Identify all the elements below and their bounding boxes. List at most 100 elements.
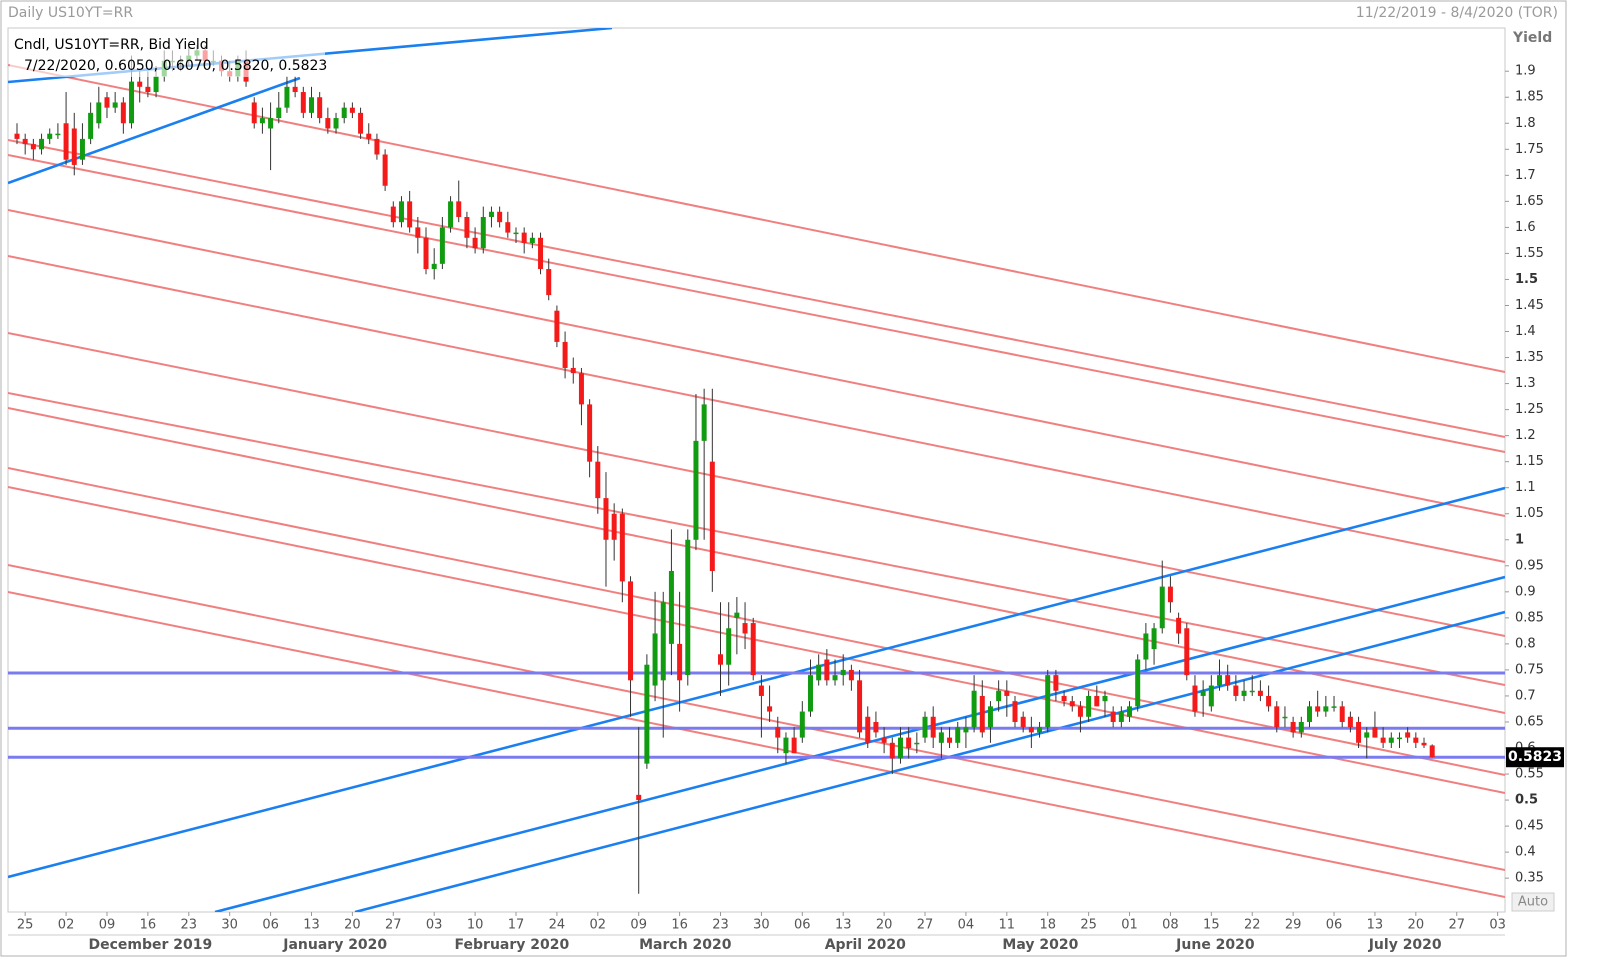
candle-body bbox=[840, 669, 846, 676]
date-range: 11/22/2019 - 8/4/2020 (TOR) bbox=[1356, 5, 1558, 21]
candle-body bbox=[783, 737, 789, 754]
y-tick-label: 1.4 bbox=[1515, 324, 1536, 339]
y-tick-label: 0.45 bbox=[1515, 819, 1544, 834]
candle-body bbox=[554, 310, 560, 342]
candle-body bbox=[276, 107, 282, 119]
y-tick-label: 1.55 bbox=[1515, 246, 1544, 261]
x-tick-label: 04 bbox=[958, 918, 975, 933]
candle-body bbox=[587, 404, 593, 462]
y-tick-label: 1 bbox=[1515, 532, 1524, 547]
x-tick-label: 30 bbox=[753, 918, 770, 933]
y-tick-label: 1.3 bbox=[1515, 376, 1536, 391]
candle-body bbox=[955, 727, 961, 743]
candle-body bbox=[1045, 675, 1051, 728]
x-tick-label: 10 bbox=[467, 918, 484, 933]
x-tick-label: 18 bbox=[1039, 918, 1056, 933]
candle-body bbox=[578, 373, 584, 405]
x-tick-label: 11 bbox=[999, 918, 1016, 933]
x-tick-label: 20 bbox=[1408, 918, 1425, 933]
legend: Cndl, US10YT=RR, Bid Yield bbox=[14, 37, 209, 53]
scale-mode-label: Auto bbox=[1518, 895, 1548, 910]
candle-body bbox=[358, 112, 364, 134]
candle-body bbox=[1069, 701, 1075, 707]
y-tick-label: 1.85 bbox=[1515, 90, 1544, 105]
x-tick-label: 27 bbox=[1448, 918, 1465, 933]
candle-body bbox=[513, 232, 519, 235]
candle-body bbox=[39, 138, 45, 150]
candle-body bbox=[472, 237, 478, 249]
trend-line bbox=[8, 255, 1505, 563]
axes: 0.350.40.450.50.550.60.650.70.750.80.850… bbox=[17, 64, 1564, 953]
y-tick-label: 1.7 bbox=[1515, 168, 1536, 183]
month-label: April 2020 bbox=[825, 937, 906, 953]
candle-body bbox=[71, 128, 77, 165]
candle-body bbox=[889, 742, 895, 759]
y-tick-label: 1.9 bbox=[1515, 64, 1536, 79]
levels bbox=[8, 671, 1505, 759]
month-label: June 2020 bbox=[1175, 937, 1255, 953]
channel-line bbox=[354, 610, 1505, 912]
candle-body bbox=[930, 716, 936, 738]
candle-body bbox=[88, 112, 94, 139]
candle-body bbox=[268, 118, 274, 129]
frame bbox=[0, 0, 1567, 957]
candle-body bbox=[701, 404, 707, 441]
month-label: May 2020 bbox=[1002, 937, 1078, 953]
candle-body bbox=[96, 102, 102, 124]
y-tick-label: 1.65 bbox=[1515, 194, 1544, 209]
candle-body bbox=[824, 659, 830, 681]
candle-body bbox=[996, 690, 1002, 702]
candle-body bbox=[1315, 706, 1321, 712]
candle-body bbox=[521, 232, 527, 244]
channel-line bbox=[8, 486, 1505, 879]
trend-line bbox=[8, 392, 1505, 686]
candle-body bbox=[947, 737, 953, 743]
candle-body bbox=[415, 227, 421, 238]
candle-body bbox=[1118, 711, 1124, 722]
candle-body bbox=[47, 133, 53, 139]
candle-body bbox=[1356, 721, 1362, 743]
candle-body bbox=[1413, 737, 1419, 743]
candle-body bbox=[505, 222, 511, 233]
candle-body bbox=[423, 237, 429, 270]
y-tick-label: 1.35 bbox=[1515, 350, 1544, 365]
candle-body bbox=[881, 737, 887, 743]
x-tick-label: 20 bbox=[876, 918, 893, 933]
candle-body bbox=[333, 118, 339, 129]
candle-body bbox=[1061, 695, 1067, 702]
y-tick-label: 0.95 bbox=[1515, 558, 1544, 573]
candle-body bbox=[914, 742, 920, 745]
candle-body bbox=[1167, 586, 1173, 603]
x-tick-label: 13 bbox=[1367, 918, 1384, 933]
scale-mode[interactable] bbox=[1511, 892, 1555, 912]
candle-body bbox=[897, 737, 903, 759]
x-tick-label: 09 bbox=[99, 918, 116, 933]
x-tick-label: 06 bbox=[262, 918, 279, 933]
candle-body bbox=[1241, 690, 1247, 696]
candle-body bbox=[1298, 721, 1304, 733]
candle-body bbox=[317, 97, 323, 119]
candle-body bbox=[1159, 586, 1165, 629]
candle-body bbox=[619, 513, 625, 582]
x-tick-label: 17 bbox=[508, 918, 525, 933]
candle-body bbox=[987, 706, 993, 728]
candle-body bbox=[971, 690, 977, 728]
x-tick-label: 25 bbox=[17, 918, 34, 933]
candle-body bbox=[497, 211, 503, 223]
candle-body bbox=[1396, 737, 1402, 740]
candle-body bbox=[791, 737, 797, 754]
candle-body bbox=[308, 97, 314, 113]
candle-body bbox=[1347, 716, 1353, 728]
candle-body bbox=[636, 794, 642, 801]
candle-body bbox=[1257, 690, 1263, 696]
candle-body bbox=[807, 675, 813, 712]
candle-body bbox=[300, 92, 306, 113]
candle-body bbox=[677, 643, 683, 681]
candle-body bbox=[767, 706, 773, 712]
candle-body bbox=[1151, 628, 1157, 650]
x-tick-label: 23 bbox=[181, 918, 198, 933]
candle-body bbox=[1208, 685, 1214, 707]
y-tick-label: 0.8 bbox=[1515, 636, 1536, 651]
candle-body bbox=[137, 81, 143, 87]
month-label: February 2020 bbox=[455, 937, 570, 953]
